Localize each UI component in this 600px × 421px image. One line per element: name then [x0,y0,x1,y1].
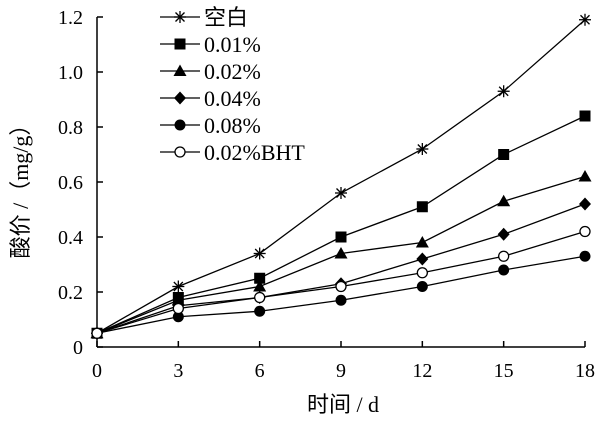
y-tick-label: 1.2 [58,7,83,29]
data-point [416,201,428,213]
legend-label: 0.02% [204,59,261,84]
legend-marker [174,91,186,105]
data-point [579,13,591,26]
data-point [254,272,266,284]
data-point [334,247,348,259]
series-4 [91,250,591,339]
x-tick-label: 9 [336,360,346,382]
legend: 空白0.01%0.02%0.04%0.08%0.02%BHT [160,5,305,165]
data-point [416,252,429,266]
x-axis-title: 时间 / d [307,392,379,417]
data-point [335,231,347,243]
series-0 [91,13,591,340]
data-point [498,149,510,160]
data-point [579,110,591,122]
data-point [498,264,510,276]
legend-item: 0.04% [160,86,261,111]
x-tick-label: 6 [255,360,265,382]
series-lines [90,13,592,340]
data-point [497,85,510,98]
legend-item: 0.08% [160,113,261,138]
legend-marker [174,38,186,50]
y-tick-label: 1.0 [58,62,83,84]
data-point [253,280,267,292]
data-point [579,250,591,262]
data-point [416,281,428,292]
legend-item: 0.02% [160,59,261,84]
data-point [91,327,103,339]
y-tick-label: 0 [73,337,83,359]
legend-label: 空白 [204,5,248,30]
series-5 [91,225,591,339]
data-point [578,170,592,182]
data-point [579,225,591,238]
x-tick-label: 12 [412,360,432,382]
legend-marker [174,11,186,23]
y-tick-label: 0.8 [58,117,83,139]
x-tick-label: 18 [575,360,595,382]
data-point [172,311,184,323]
legend-item: 0.02%BHT [160,140,305,165]
data-point [253,247,266,260]
data-point [335,280,347,293]
legend-label: 0.04% [204,86,261,111]
axes: 0 0.2 0.4 0.6 0.8 1.0 1.2 0 3 6 9 12 15 18 [58,7,595,382]
legend-label: 0.02%BHT [204,140,305,165]
x-tick-label: 3 [173,360,183,382]
data-point [172,302,184,315]
y-tick-label: 0.2 [58,282,83,304]
legend-label: 0.08% [204,113,261,138]
data-point [579,197,591,211]
data-point [416,143,429,155]
y-tick-label: 0.4 [58,227,83,249]
data-point [254,305,266,317]
legend-item: 0.01% [160,32,261,57]
y-axis-title: 酸价 /（mg/g） [8,114,33,259]
legend-marker [174,146,186,158]
data-point [415,236,429,248]
legend-item: 空白 [160,5,248,30]
series-3 [91,197,591,340]
legend-label: 0.01% [204,32,261,57]
legend-marker [173,64,187,76]
data-point [497,227,510,241]
data-point [416,267,428,279]
data-point [172,280,185,293]
legend-marker [174,119,186,131]
data-point [498,250,510,262]
data-point [497,194,511,207]
data-point [254,291,266,304]
x-tick-label: 0 [92,360,102,382]
data-point [335,187,347,199]
y-tick-label: 0.6 [58,172,83,194]
data-point [335,294,347,306]
x-tick-label: 15 [494,360,514,382]
